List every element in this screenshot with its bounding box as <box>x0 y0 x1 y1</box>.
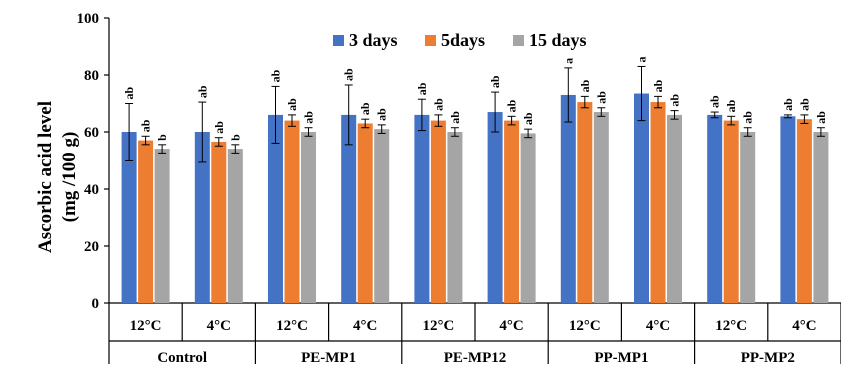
significance-label: ab <box>139 119 153 132</box>
category-label: 12°C <box>422 318 454 334</box>
significance-label: ab <box>708 95 722 108</box>
significance-label: ab <box>814 111 828 124</box>
significance-label: ab <box>122 87 136 100</box>
category-label: 4°C <box>792 318 816 334</box>
significance-label: ab <box>431 98 445 111</box>
y-axis-unit: (mg /100 g) <box>59 132 80 223</box>
significance-label: b <box>228 134 242 141</box>
significance-label: ab <box>269 69 283 82</box>
y-axis-title: Ascorbic acid level <box>35 101 56 253</box>
legend-swatch <box>513 35 524 46</box>
category-label: 12°C <box>130 318 162 334</box>
bar <box>667 115 682 303</box>
bar <box>211 142 226 303</box>
bar <box>740 132 755 303</box>
y-tick-label: 100 <box>77 11 100 27</box>
significance-label: ab <box>415 82 429 95</box>
significance-label: ab <box>521 112 535 125</box>
bar <box>285 121 300 303</box>
category-label: 12°C <box>276 318 308 334</box>
significance-label: ab <box>594 91 608 104</box>
group-label: PE-MP12 <box>444 350 506 364</box>
significance-label: ab <box>285 98 299 111</box>
significance-label: ab <box>578 79 592 92</box>
bar <box>358 123 373 303</box>
bar <box>504 121 519 303</box>
bar <box>488 112 503 303</box>
category-label: 12°C <box>569 318 601 334</box>
significance-label: a <box>635 56 649 62</box>
bar <box>724 121 739 303</box>
group-label: PP-MP1 <box>594 350 648 364</box>
bar <box>594 112 609 303</box>
y-tick-label: 80 <box>84 68 99 84</box>
bars <box>122 66 829 303</box>
significance-label: ab <box>668 94 682 107</box>
bar <box>228 149 243 303</box>
bar <box>301 132 316 303</box>
significance-label: ab <box>375 108 389 121</box>
y-tick-label: 40 <box>84 182 99 198</box>
y-tick-label: 0 <box>92 296 100 312</box>
legend: 3 days 5days 15 days <box>333 30 587 50</box>
category-label: 4°C <box>207 318 231 334</box>
y-tick-label: 20 <box>84 239 99 255</box>
bar <box>414 115 429 303</box>
significance-label: a <box>561 58 575 64</box>
bar <box>651 102 666 303</box>
significance-label: ab <box>195 85 209 98</box>
significance-label: ab <box>302 111 316 124</box>
significance-label: ab <box>358 102 372 115</box>
significance-label: ab <box>505 99 519 112</box>
legend-swatch <box>333 35 344 46</box>
bar <box>813 132 828 303</box>
group-label: PP-MP2 <box>741 350 795 364</box>
category-label: 4°C <box>646 318 670 334</box>
bar <box>431 121 446 303</box>
bar <box>797 119 812 303</box>
legend-label: 3 days <box>349 30 398 50</box>
bar <box>155 149 170 303</box>
significance-label: ab <box>651 79 665 92</box>
bar <box>780 116 795 303</box>
significance-label: ab <box>741 111 755 124</box>
significance-label: ab <box>448 111 462 124</box>
significance-label: b <box>155 134 169 141</box>
significance-label: ab <box>724 99 738 112</box>
group-label: Control <box>157 350 207 364</box>
significance-label: ab <box>488 75 502 88</box>
bar <box>577 102 592 303</box>
y-tick-label: 60 <box>84 125 99 141</box>
bar <box>138 141 153 303</box>
group-label: PE-MP1 <box>301 350 356 364</box>
significance-label: ab <box>342 68 356 81</box>
significance-label: ab <box>797 98 811 111</box>
significance-label: ab <box>212 121 226 134</box>
category-label: 4°C <box>499 318 523 334</box>
bar <box>447 132 462 303</box>
bar <box>521 133 536 303</box>
significance-label: ab <box>781 98 795 111</box>
category-label: 4°C <box>353 318 377 334</box>
bar <box>634 94 649 303</box>
category-label: 12°C <box>715 318 747 334</box>
legend-swatch <box>425 35 436 46</box>
bar <box>561 95 576 303</box>
legend-label: 15 days <box>529 30 587 50</box>
bar <box>707 115 722 303</box>
legend-label: 5days <box>441 30 485 50</box>
bar <box>374 129 389 303</box>
